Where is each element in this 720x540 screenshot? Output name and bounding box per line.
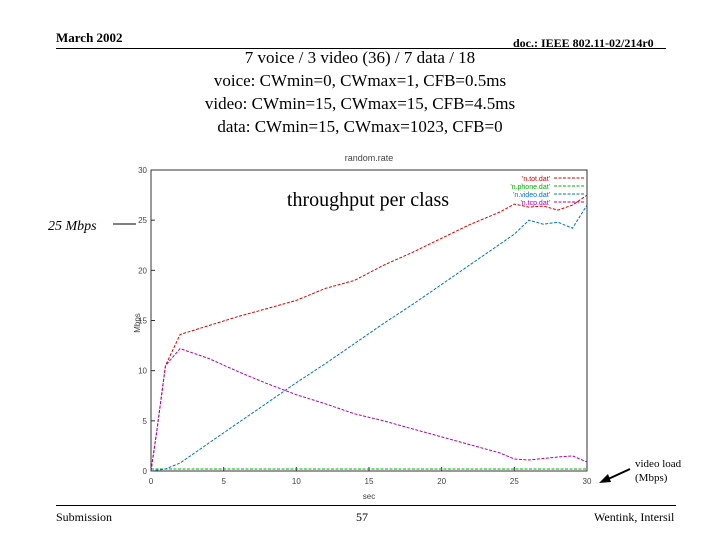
footer-author: Wentink, Intersil bbox=[594, 510, 675, 524]
callout-25-mbps: 25 Mbps bbox=[48, 219, 97, 234]
series-line-2 bbox=[150, 204, 588, 472]
chart-legend: 'n.tot.dat''n.phone.dat''n.video.dat''n.… bbox=[510, 176, 584, 207]
x-tick-label: 10 bbox=[292, 477, 301, 486]
series-line-3 bbox=[150, 348, 588, 472]
y-tick-label: 10 bbox=[138, 367, 147, 376]
x-tick-label: 25 bbox=[510, 477, 519, 486]
legend-label: 'n.phone.dat' bbox=[510, 184, 550, 191]
x-tick-label: 20 bbox=[437, 477, 446, 486]
video-load-arrowhead bbox=[599, 474, 611, 483]
series-line-0 bbox=[150, 194, 588, 472]
y-tick-label: 5 bbox=[143, 417, 148, 426]
x-tick-label: 15 bbox=[365, 477, 374, 486]
x-tick-label: 0 bbox=[149, 477, 154, 486]
slide-title-line-4: data: CWmin=15, CWmax=1023, CFB=0 bbox=[217, 117, 503, 136]
y-tick-label: 30 bbox=[138, 166, 147, 175]
throughput-label-box bbox=[266, 184, 466, 214]
header-doc-id: doc.: IEEE 802.11-02/214r0 bbox=[513, 36, 654, 50]
video-load-label-line-1: video load bbox=[635, 458, 682, 470]
video-load-arrow-shaft bbox=[605, 468, 631, 481]
y-tick-label: 20 bbox=[138, 266, 147, 275]
footer-page-number: 57 bbox=[356, 510, 368, 524]
x-axis-label: sec bbox=[363, 492, 375, 501]
y-axis-label: Mbps bbox=[133, 313, 142, 333]
slide-title-line-2: voice: CWmin=0, CWmax=1, CFB=0.5ms bbox=[213, 71, 507, 90]
y-tick-label: 15 bbox=[138, 317, 147, 326]
legend-label: 'n.tcp.dat' bbox=[520, 200, 550, 207]
slide-title-line-1: 7 voice / 3 video (36) / 7 data / 18 bbox=[244, 48, 476, 67]
slide-title: 7 voice / 3 video (36) / 7 data / 18 voi… bbox=[150, 46, 570, 138]
video-load-label-line-2: (Mbps) bbox=[635, 472, 668, 484]
throughput-label: throughput per class bbox=[287, 189, 449, 211]
header-rule bbox=[56, 48, 666, 49]
legend-label: 'n.video.dat' bbox=[513, 192, 550, 199]
y-tick-label: 25 bbox=[138, 216, 147, 225]
header-date: March 2002 bbox=[56, 30, 123, 45]
chart-title: random.rate bbox=[345, 153, 394, 163]
series-lines bbox=[150, 194, 588, 472]
plot-frame bbox=[150, 169, 588, 472]
y-tick-label: 0 bbox=[143, 467, 148, 476]
legend-label: 'n.tot.dat' bbox=[522, 176, 550, 183]
slide-title-line-3: video: CWmin=15, CWmax=15, CFB=4.5ms bbox=[204, 94, 516, 113]
x-tick-label: 5 bbox=[221, 477, 226, 486]
footer-submission: Submission bbox=[56, 510, 113, 524]
axis-ticks: 0 5 10 15 20 25 30 0 5 10 15 20 25 30 bbox=[138, 166, 592, 486]
x-tick-label: 30 bbox=[583, 477, 592, 486]
footer-rule bbox=[56, 505, 676, 506]
